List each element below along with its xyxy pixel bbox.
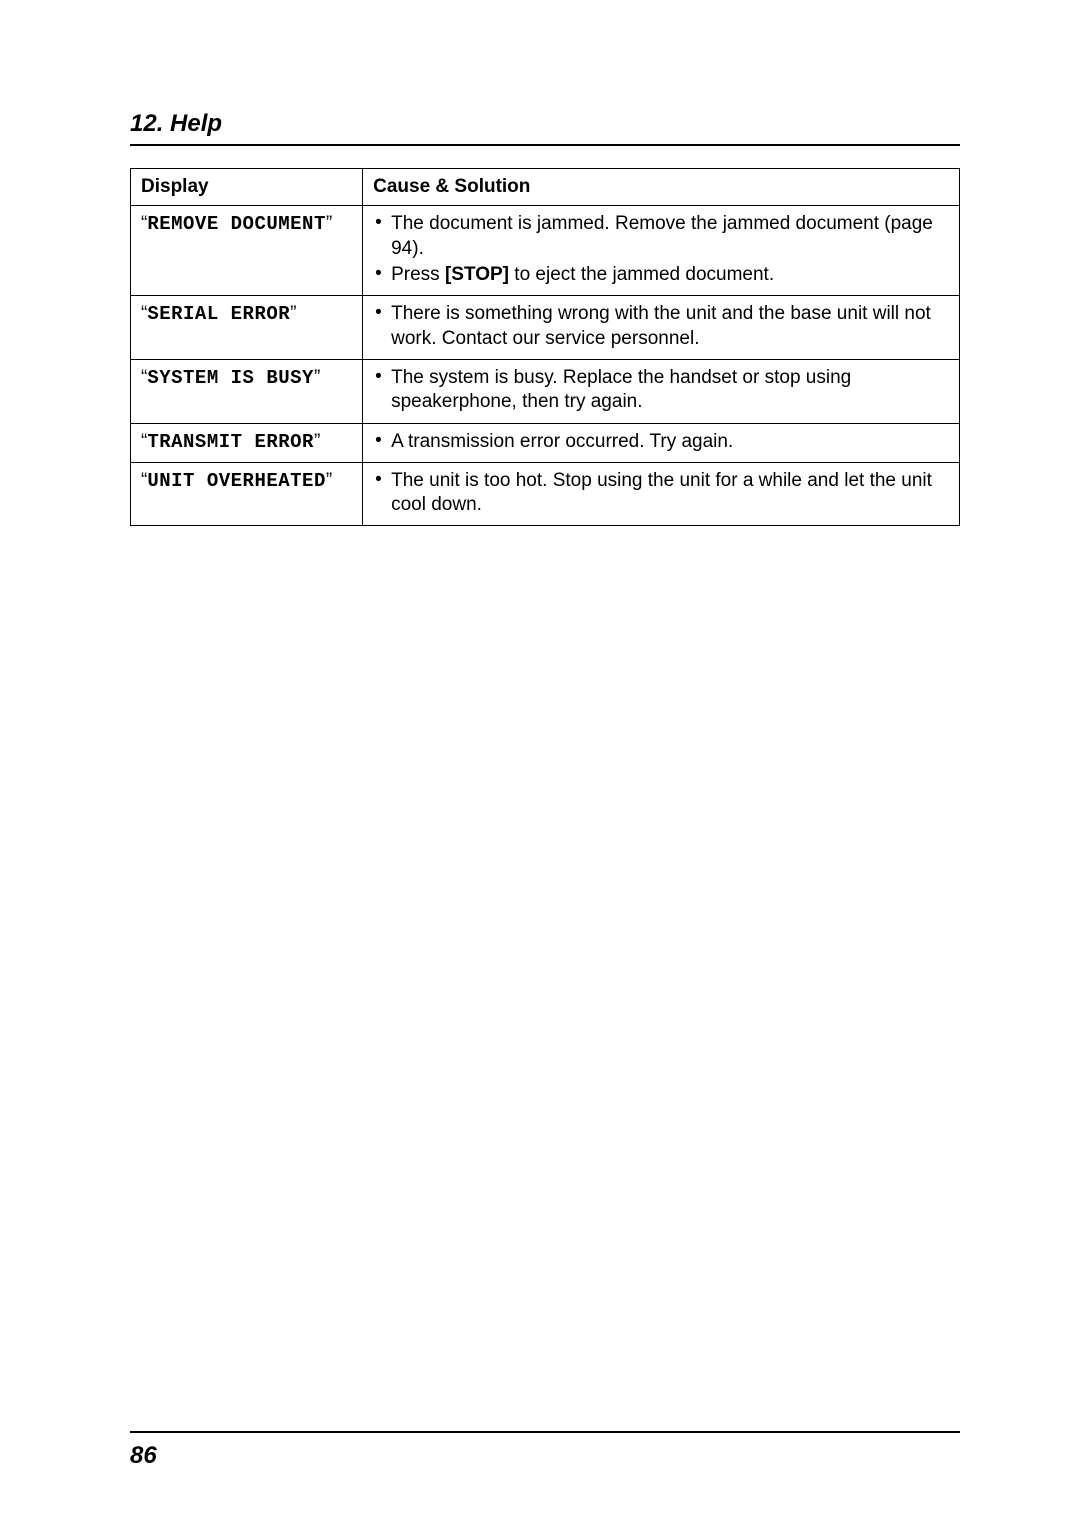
table-row: “SERIAL ERROR” There is something wrong … [131,296,960,360]
title-rule [130,144,960,146]
display-code: TRANSMIT ERROR [147,431,314,453]
display-cell: “SYSTEM IS BUSY” [131,359,363,423]
cause-list: The unit is too hot. Stop using the unit… [373,469,949,518]
table-row: “UNIT OVERHEATED” The unit is too hot. S… [131,462,960,526]
cause-item: The document is jammed. Remove the jamme… [373,212,949,261]
display-code: REMOVE DOCUMENT [147,213,326,235]
cause-cell: The system is busy. Replace the handset … [363,359,960,423]
table-row: “TRANSMIT ERROR” A transmission error oc… [131,423,960,462]
key-stop: [STOP] [445,264,509,285]
cause-cell: There is something wrong with the unit a… [363,296,960,360]
cause-list: A transmission error occurred. Try again… [373,430,949,454]
header-cause: Cause & Solution [363,169,960,206]
display-cell: “TRANSMIT ERROR” [131,423,363,462]
cause-list: There is something wrong with the unit a… [373,302,949,351]
cause-item: The unit is too hot. Stop using the unit… [373,469,949,518]
help-table: Display Cause & Solution “REMOVE DOCUMEN… [130,168,960,526]
cause-cell: A transmission error occurred. Try again… [363,423,960,462]
display-cell: “UNIT OVERHEATED” [131,462,363,526]
cause-cell: The document is jammed. Remove the jamme… [363,206,960,296]
page-number: 86 [130,1442,157,1470]
table-header-row: Display Cause & Solution [131,169,960,206]
table-row: “SYSTEM IS BUSY” The system is busy. Rep… [131,359,960,423]
cause-item: The system is busy. Replace the handset … [373,366,949,415]
header-display: Display [131,169,363,206]
cause-list: The system is busy. Replace the handset … [373,366,949,415]
display-code: UNIT OVERHEATED [147,470,326,492]
display-code: SERIAL ERROR [147,303,290,325]
cause-item: Press [STOP] to eject the jammed documen… [373,263,949,287]
cause-item: A transmission error occurred. Try again… [373,430,949,454]
table-row: “REMOVE DOCUMENT” The document is jammed… [131,206,960,296]
footer-rule [130,1431,960,1433]
section-title: 12. Help [130,110,960,138]
cause-cell: The unit is too hot. Stop using the unit… [363,462,960,526]
display-code: SYSTEM IS BUSY [147,367,314,389]
display-cell: “SERIAL ERROR” [131,296,363,360]
page: 12. Help Display Cause & Solution “REMOV… [0,0,1080,1528]
cause-item: There is something wrong with the unit a… [373,302,949,351]
display-cell: “REMOVE DOCUMENT” [131,206,363,296]
cause-list: The document is jammed. Remove the jamme… [373,212,949,287]
